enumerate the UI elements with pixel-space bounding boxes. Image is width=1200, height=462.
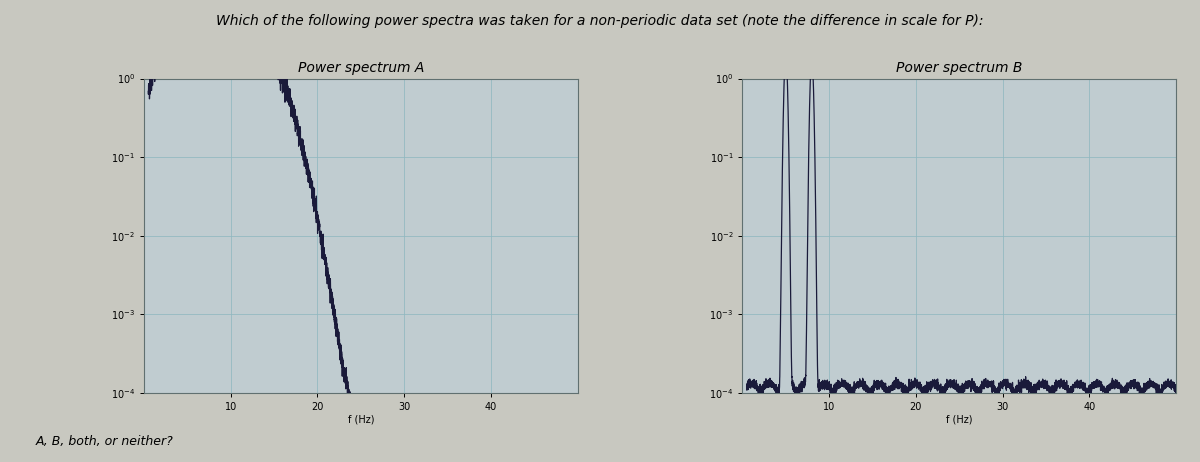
Title: Power spectrum A: Power spectrum A [298, 61, 424, 74]
X-axis label: f (Hz): f (Hz) [348, 414, 374, 425]
X-axis label: f (Hz): f (Hz) [946, 414, 972, 425]
Text: Which of the following power spectra was taken for a non-periodic data set (note: Which of the following power spectra was… [216, 14, 984, 28]
Title: Power spectrum B: Power spectrum B [896, 61, 1022, 74]
Text: A, B, both, or neither?: A, B, both, or neither? [36, 435, 174, 448]
